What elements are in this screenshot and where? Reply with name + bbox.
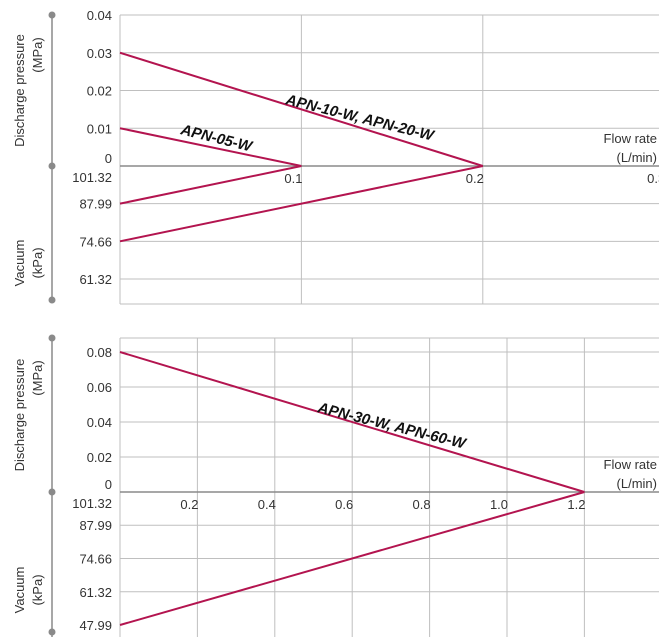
vacuum-axis-label: Vacuum [12, 567, 27, 614]
pressure-unit-label: (MPa) [30, 360, 45, 395]
series-pressure-line [119, 351, 585, 493]
flow-tick-label: 1.0 [490, 497, 508, 512]
pressure-axis-label: Discharge pressure [12, 359, 27, 472]
pressure-tick-label: 0.06 [87, 380, 112, 395]
pressure-tick-label: 0.01 [87, 121, 112, 136]
series-label: APN-30-W, APN-60-W [315, 399, 469, 453]
chart-panel-1: 0.04 0.03 0.02 0.01 0 101.32 87.99 74.66 61.32 0.… [12, 8, 659, 305]
flow-tick-label: 0.1 [284, 171, 302, 186]
flow-tick-label: 0.3 [647, 171, 659, 186]
pressure-tick-label: 0 [105, 151, 112, 166]
series-vacuum-line [119, 165, 484, 243]
pressure-tick-label: 0 [105, 477, 112, 492]
pressure-unit-label: (MPa) [30, 37, 45, 72]
flow-axis-label: Flow rate [604, 457, 657, 472]
pressure-tick-label: 0.08 [87, 345, 112, 360]
series-pressure-line [119, 127, 302, 167]
vacuum-tick-label: 101.32 [72, 496, 112, 511]
vacuum-tick-label: 61.32 [79, 585, 112, 600]
vacuum-tick-label: 47.99 [79, 618, 112, 633]
flow-tick-label: 0.2 [180, 497, 198, 512]
series-pressure-line [119, 51, 484, 167]
series-vacuum-line [119, 165, 302, 205]
side-axis-dot [48, 488, 56, 496]
vacuum-tick-label: 74.66 [79, 234, 112, 249]
vacuum-tick-label: 101.32 [72, 170, 112, 185]
series-label: APN-05-W [178, 121, 255, 156]
side-axis-dot [48, 628, 56, 636]
side-axis-dot [48, 334, 56, 342]
vacuum-tick-label: 74.66 [79, 551, 112, 566]
pressure-tick-label: 0.04 [87, 415, 112, 430]
pressure-tick-label: 0.02 [87, 450, 112, 465]
flow-axis-label: (L/min) [617, 476, 657, 491]
flow-tick-label: 0.2 [466, 171, 484, 186]
vacuum-tick-label: 87.99 [79, 197, 112, 212]
pressure-axis-label: Discharge pressure [12, 34, 27, 147]
side-axis-dot [48, 11, 56, 19]
pressure-tick-label: 0.02 [87, 84, 112, 99]
flow-tick-label: 1.2 [567, 497, 585, 512]
series-vacuum-line [119, 491, 585, 626]
vacuum-tick-label: 61.32 [79, 272, 112, 287]
side-axis-dot [48, 296, 56, 304]
vacuum-unit-label: (kPa) [30, 574, 45, 605]
flow-axis-label: Flow rate [604, 131, 657, 146]
side-axis-dot [48, 162, 56, 170]
series-label: APN-10-W, APN-20-W [283, 91, 437, 145]
pressure-tick-label: 0.03 [87, 46, 112, 61]
flow-tick-label: 0.4 [258, 497, 276, 512]
pressure-tick-label: 0.04 [87, 8, 112, 23]
chart-panel-2: 0.08 0.06 0.04 0.02 0 101.32 87.99 74.66 61.32 47… [12, 334, 659, 637]
vacuum-tick-label: 87.99 [79, 518, 112, 533]
flow-axis-label: (L/min) [617, 150, 657, 165]
vacuum-unit-label: (kPa) [30, 247, 45, 278]
flow-tick-label: 0.6 [335, 497, 353, 512]
flow-tick-label: 0.8 [413, 497, 431, 512]
vacuum-axis-label: Vacuum [12, 240, 27, 287]
